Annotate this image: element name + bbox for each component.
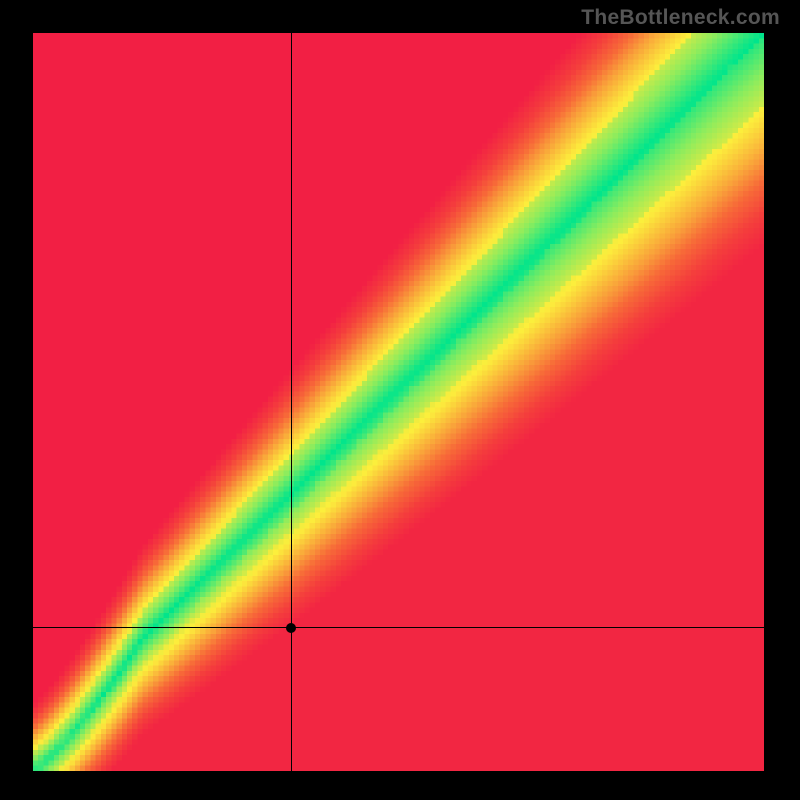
watermark-text: TheBottleneck.com — [581, 6, 780, 30]
crosshair-horizontal — [33, 627, 764, 628]
crosshair-vertical — [291, 33, 292, 771]
heatmap-canvas — [33, 33, 764, 771]
crosshair-marker — [286, 623, 296, 633]
plot-area — [33, 33, 764, 771]
